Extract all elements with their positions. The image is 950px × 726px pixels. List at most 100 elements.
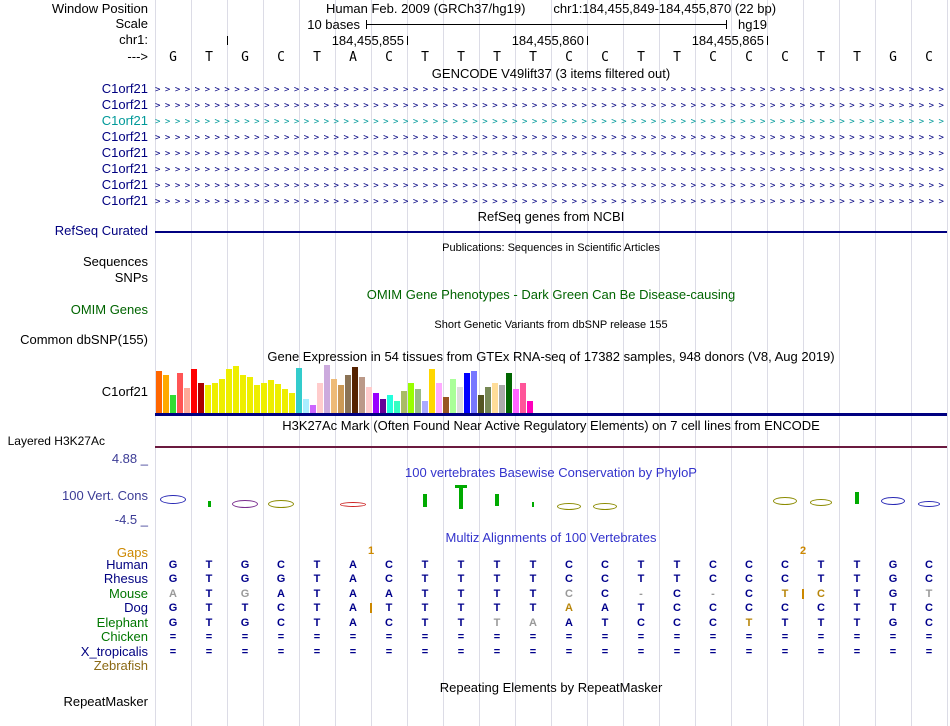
- gencode-transcript-label[interactable]: C1orf21: [101, 81, 148, 96]
- multiz-base: T: [205, 559, 213, 571]
- multiz-base: T: [601, 617, 609, 629]
- grid-line: [587, 0, 588, 726]
- multiz-base: C: [925, 617, 933, 629]
- gtex-expression-bar: [506, 373, 512, 413]
- gtex-baseline: [155, 413, 947, 416]
- multiz-base: =: [205, 631, 213, 643]
- gencode-transcript-label[interactable]: C1orf21: [101, 193, 148, 208]
- conservation-glyph: [232, 500, 258, 508]
- multiz-base: C: [817, 588, 825, 600]
- multiz-base: A: [349, 559, 357, 571]
- multiz-base: C: [277, 559, 285, 571]
- multiz-base: G: [888, 559, 898, 571]
- ruler-tick: [767, 36, 768, 45]
- grid-line: [335, 0, 336, 726]
- multiz-species-label[interactable]: Dog: [124, 600, 148, 615]
- multiz-species-label[interactable]: Elephant: [96, 615, 148, 630]
- multiz-base: G: [888, 573, 898, 585]
- gencode-transcript-label[interactable]: C1orf21: [101, 113, 148, 128]
- multiz-base: C: [601, 588, 609, 600]
- multiz-base: -: [639, 588, 643, 600]
- base-letter: C: [745, 50, 753, 65]
- conservation-glyph: [918, 501, 940, 507]
- multiz-gap-count: 1: [368, 545, 375, 557]
- refseq-curated-gene-line[interactable]: [155, 231, 947, 233]
- multiz-base: T: [493, 559, 501, 571]
- gtex-expression-bar: [317, 383, 323, 413]
- assembly-name: hg19: [738, 17, 767, 32]
- base-letter: G: [889, 50, 897, 65]
- multiz-base: T: [529, 602, 537, 614]
- multiz-base: C: [709, 573, 717, 585]
- multiz-base: T: [817, 617, 825, 629]
- track-label-omim-genes[interactable]: OMIM Genes: [70, 302, 148, 317]
- gtex-expression-bar: [359, 377, 365, 413]
- track-label-refseq-curated[interactable]: RefSeq Curated: [54, 223, 148, 238]
- track-label-dbsnp[interactable]: Common dbSNP(155): [20, 332, 148, 347]
- grid-line: [659, 0, 660, 726]
- multiz-base: C: [385, 617, 393, 629]
- gtex-expression-bar: [471, 371, 477, 413]
- track-label-snps[interactable]: SNPs: [114, 270, 148, 285]
- multiz-base: =: [313, 631, 321, 643]
- multiz-base: C: [709, 602, 717, 614]
- base-letter: T: [817, 50, 825, 65]
- gencode-transcript-label[interactable]: C1orf21: [101, 145, 148, 160]
- gtex-expression-bar: [401, 391, 407, 413]
- conservation-glyph: [340, 502, 366, 507]
- multiz-base: C: [745, 602, 753, 614]
- grid-line: [767, 0, 768, 726]
- gtex-expression-bar: [289, 393, 295, 413]
- multiz-base: T: [817, 573, 825, 585]
- gencode-transcript-label[interactable]: C1orf21: [101, 177, 148, 192]
- gtex-expression-bar: [331, 379, 337, 413]
- multiz-base: G: [240, 588, 250, 600]
- gtex-expression-bar: [240, 375, 246, 413]
- multiz-base: =: [529, 646, 537, 658]
- multiz-species-label[interactable]: Zebrafish: [93, 658, 148, 673]
- scale-value: 10 bases: [307, 17, 360, 32]
- multiz-base: A: [601, 602, 609, 614]
- base-letter: G: [169, 50, 177, 65]
- gtex-expression-bar: [408, 383, 414, 413]
- grid-line: [623, 0, 624, 726]
- base-letter: C: [925, 50, 933, 65]
- ruler-coordinate: 184,455,865: [691, 33, 764, 48]
- gencode-transcript-label[interactable]: C1orf21: [101, 97, 148, 112]
- multiz-species-label[interactable]: Human: [106, 557, 148, 572]
- gencode-transcript-label[interactable]: C1orf21: [101, 161, 148, 176]
- grid-line: [479, 0, 480, 726]
- gtex-expression-bar: [387, 395, 393, 413]
- base-letter: C: [385, 50, 393, 65]
- gtex-expression-bar: [443, 397, 449, 413]
- gtex-expression-bar: [485, 387, 491, 413]
- multiz-species-label[interactable]: Chicken: [101, 629, 148, 644]
- multiz-base: =: [169, 646, 177, 658]
- multiz-insert-tick: [802, 589, 804, 599]
- multiz-base: =: [313, 646, 321, 658]
- multiz-base: A: [529, 617, 537, 629]
- multiz-species-label[interactable]: Rhesus: [103, 571, 148, 586]
- gtex-expression-bar: [247, 377, 253, 413]
- gencode-transcript-label[interactable]: C1orf21: [101, 129, 148, 144]
- multiz-base: =: [529, 631, 537, 643]
- multiz-base: C: [601, 559, 609, 571]
- multiz-species-label[interactable]: Mouse: [108, 586, 148, 601]
- track-label-repeatmasker[interactable]: RepeatMasker: [63, 694, 148, 709]
- multiz-base: A: [385, 588, 393, 600]
- gencode-transcript-arrows: >>>>>>>>>>>>>>>>>>>>>>>>>>>>>>>>>>>>>>>>…: [155, 85, 947, 95]
- multiz-base: =: [709, 646, 717, 658]
- track-label-sequences[interactable]: Sequences: [82, 254, 148, 269]
- multiz-base: T: [457, 573, 465, 585]
- cons-max-label: 4.88 _: [111, 451, 148, 466]
- chrom-label: chr1:: [119, 32, 148, 47]
- track-label-gtex-c1orf21[interactable]: C1orf21: [101, 384, 148, 399]
- track-label-cons[interactable]: 100 Vert. Cons: [62, 488, 148, 503]
- gtex-expression-bar: [268, 380, 274, 413]
- grid-line: [407, 0, 408, 726]
- conservation-glyph: [593, 503, 617, 510]
- track-label-h3k27ac[interactable]: Layered H3K27Ac: [7, 434, 105, 448]
- track-label-gaps[interactable]: Gaps: [116, 545, 148, 560]
- multiz-species-label[interactable]: X_tropicalis: [80, 644, 148, 659]
